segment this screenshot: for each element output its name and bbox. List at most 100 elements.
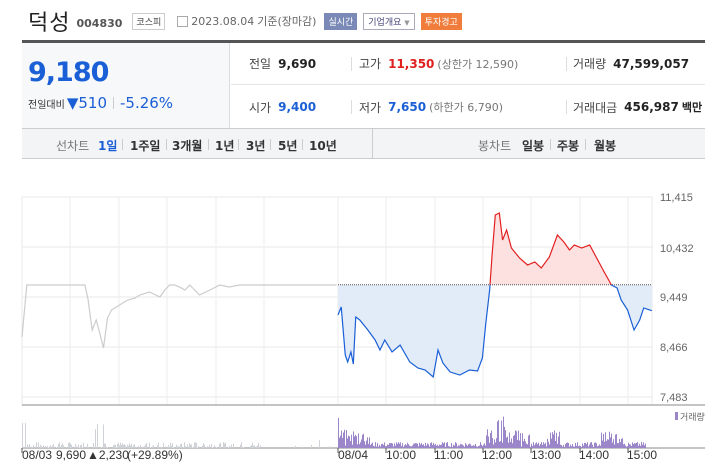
- tab-weekly[interactable]: 주봉: [557, 139, 580, 153]
- volume-bar: [432, 444, 433, 448]
- volume-bar: [612, 442, 613, 448]
- volume-bar: [540, 444, 541, 448]
- price-chart: 11,415 10,432 9,449 8,466 7,483 거래량 08/0…: [21, 192, 705, 462]
- tab-1d[interactable]: 1일: [98, 139, 118, 153]
- volume-bar: [338, 418, 339, 448]
- volume-bar: [579, 445, 580, 448]
- volume-bar: [512, 443, 513, 448]
- company-overview-dropdown[interactable]: 기업개요 ▼: [363, 12, 415, 30]
- volume-bar: [197, 447, 198, 448]
- tab-daily[interactable]: 일봉: [522, 139, 545, 153]
- volume-bar: [562, 446, 563, 448]
- volume-bar: [462, 444, 463, 448]
- volume-bar: [146, 443, 147, 448]
- investment-warning-badge[interactable]: 투자경고: [420, 12, 462, 30]
- volume-bar: [103, 424, 104, 448]
- volume-bar: [606, 440, 607, 448]
- x-label: 13:00: [531, 448, 561, 462]
- volume-bar: [547, 438, 548, 448]
- current-price-panel: 9,180 전일대비 ▼ 510 -5.26%: [22, 43, 230, 128]
- volume-bar: [611, 433, 612, 448]
- volume-bar: [566, 442, 567, 448]
- label: 거래대금: [573, 100, 618, 115]
- volume-bar: [466, 444, 467, 448]
- volume-bar: [430, 443, 431, 448]
- price-line-down: [337, 284, 652, 379]
- volume-bar: [604, 441, 605, 448]
- volume-bar: [576, 445, 577, 448]
- volume-bar: [219, 443, 220, 448]
- volume-bar: [177, 446, 178, 448]
- volume-bar: [601, 432, 602, 448]
- change-amount: 510: [78, 94, 107, 112]
- volume-bar: [419, 442, 420, 448]
- volume-bar: [390, 443, 391, 448]
- volume-bar: [416, 443, 417, 448]
- volume-bar: [397, 443, 398, 448]
- volume-bar: [578, 446, 579, 448]
- volume-bar: [426, 445, 427, 448]
- tab-1w[interactable]: 1주일: [130, 139, 161, 153]
- volume-bar: [438, 446, 439, 448]
- volume-bar: [463, 445, 464, 448]
- change-percent: -5.26%: [120, 94, 174, 112]
- volume-bar: [372, 442, 373, 448]
- volume-bar: [486, 435, 487, 448]
- x-label: 10:00: [386, 448, 416, 462]
- volume-bar: [117, 444, 118, 448]
- volume-bar: [75, 443, 76, 448]
- tab-3m[interactable]: 3개월: [172, 139, 203, 153]
- volume-bar: [468, 444, 469, 448]
- volume-bar: [447, 442, 448, 448]
- volume-bar: [587, 442, 588, 448]
- tab-1y[interactable]: 1년: [215, 139, 235, 153]
- tab-monthly[interactable]: 월봉: [594, 139, 617, 153]
- volume-bar: [383, 444, 384, 448]
- volume-bar: [138, 446, 139, 448]
- volume-bar: [29, 444, 30, 448]
- volume-bar: [443, 443, 444, 448]
- label: 저가: [359, 100, 382, 115]
- volume-bar: [644, 445, 645, 448]
- volume-bar: [74, 446, 75, 448]
- volume-bar: [124, 444, 125, 448]
- volume-legend-swatch: [675, 412, 678, 420]
- volume-bar: [62, 442, 63, 448]
- volume-bar: [359, 444, 360, 448]
- volume-bar: [357, 444, 358, 448]
- tab-3y[interactable]: 3년: [246, 139, 266, 153]
- volume-bar: [494, 439, 495, 448]
- volume-bar: [144, 446, 145, 448]
- volume-bar: [441, 444, 442, 448]
- value: 9,400: [278, 100, 317, 114]
- volume-bar: [22, 423, 23, 448]
- volume-bar: [485, 445, 486, 448]
- volume-bar: [56, 447, 57, 448]
- volume-bar: [409, 445, 410, 448]
- volume-bar: [589, 444, 590, 448]
- volume-bar: [497, 421, 498, 448]
- volume-bar: [530, 446, 531, 448]
- volume-bar: [211, 444, 212, 448]
- volume-bar: [583, 445, 584, 448]
- volume-bar: [168, 445, 169, 448]
- realtime-button[interactable]: 실시간: [324, 12, 358, 30]
- volume-bar: [477, 446, 478, 448]
- x-label: 15:00: [627, 448, 657, 462]
- volume-bar: [153, 444, 154, 448]
- volume-bar: [460, 443, 461, 448]
- volume-bar: [543, 442, 544, 448]
- volume-bar: [457, 446, 458, 448]
- volume-bar: [363, 433, 364, 448]
- prev-day-date: 08/03: [22, 448, 52, 462]
- volume-bar: [143, 446, 144, 448]
- volume-bar: [401, 446, 402, 448]
- volume-bar: [127, 444, 128, 448]
- tab-5y[interactable]: 5년: [278, 139, 298, 153]
- tab-10y[interactable]: 10년: [309, 139, 337, 153]
- volume-bar: [133, 445, 134, 448]
- volume-bar: [387, 444, 388, 448]
- volume-bar: [554, 430, 555, 448]
- volume-bar: [420, 444, 421, 448]
- volume-bar: [588, 446, 589, 448]
